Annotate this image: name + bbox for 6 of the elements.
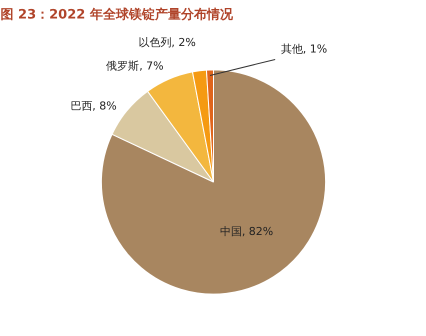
slice-label: 其他, 1% bbox=[280, 42, 328, 56]
slice-label: 以色列, 2% bbox=[138, 36, 196, 49]
slice-label: 巴西, 8% bbox=[70, 99, 117, 112]
slice-label: 中国, 82% bbox=[220, 224, 274, 238]
slice-label: 俄罗斯, 7% bbox=[106, 59, 164, 72]
chart-title: 图 23：2022 年全球镁锭产量分布情况 bbox=[0, 6, 234, 22]
